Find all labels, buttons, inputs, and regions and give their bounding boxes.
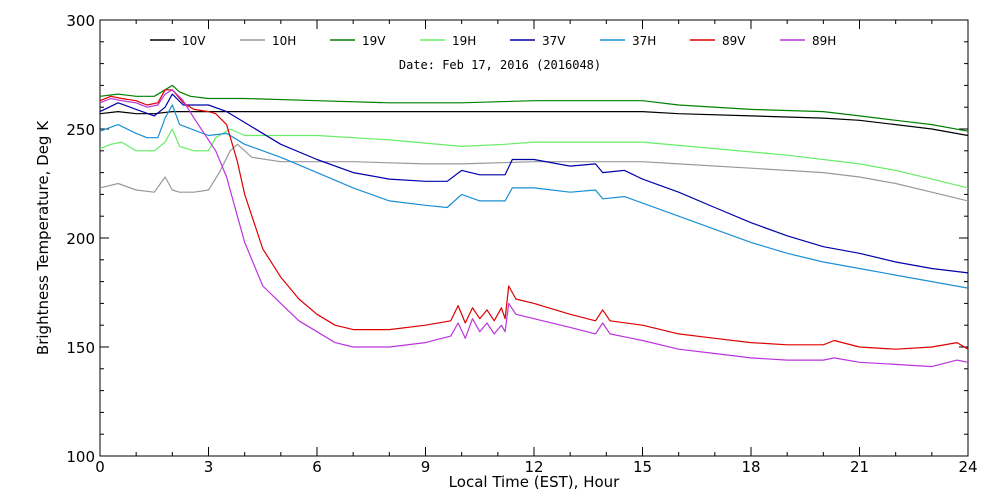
y-tick-label: 100 bbox=[66, 448, 95, 466]
legend-label: 89V bbox=[722, 34, 746, 48]
x-tick-label: 9 bbox=[421, 458, 431, 476]
series-line-10h bbox=[99, 143, 969, 202]
x-tick-label: 6 bbox=[312, 458, 322, 476]
series-lines bbox=[99, 84, 969, 368]
x-tick-label: 15 bbox=[633, 458, 652, 476]
legend-label: 19V bbox=[362, 34, 386, 48]
legend-item-19v: 19V bbox=[330, 34, 386, 48]
legend-label: 10V bbox=[182, 34, 206, 48]
x-tick-label: 0 bbox=[95, 458, 105, 476]
legend-label: 37V bbox=[542, 34, 566, 48]
x-tick-label: 24 bbox=[958, 458, 977, 476]
legend-label: 89H bbox=[812, 34, 836, 48]
series-line-19h bbox=[99, 128, 969, 189]
series-line-37h bbox=[99, 104, 969, 289]
y-tick-label: 300 bbox=[66, 12, 95, 30]
x-tick-label: 18 bbox=[741, 458, 760, 476]
series-line-10v bbox=[99, 110, 969, 137]
y-axis-title: Brightness Temperature, Deg K bbox=[34, 120, 52, 355]
y-tick-label: 250 bbox=[66, 121, 95, 139]
y-tick-label: 200 bbox=[66, 230, 95, 248]
series-line-89h bbox=[99, 89, 969, 368]
legend-item-10h: 10H bbox=[240, 34, 296, 48]
x-tick-label: 3 bbox=[204, 458, 214, 476]
date-annotation: Date: Feb 17, 2016 (2016048) bbox=[399, 58, 601, 72]
legend-label: 19H bbox=[452, 34, 476, 48]
legend-item-89h: 89H bbox=[780, 34, 836, 48]
axis-ticks: 0 3 6 9 12 15 18 21 24 100 150 200 250 300 bbox=[66, 12, 977, 476]
legend-label: 37H bbox=[632, 34, 656, 48]
x-tick-label: 21 bbox=[850, 458, 869, 476]
y-tick-label: 150 bbox=[66, 339, 95, 357]
legend-item-37v: 37V bbox=[510, 34, 566, 48]
legend-item-37h: 37H bbox=[600, 34, 656, 48]
legend-item-10v: 10V bbox=[150, 34, 206, 48]
legend: 10V 10H 19V 19H 37V 37H 89V 89H bbox=[150, 34, 836, 48]
legend-item-89v: 89V bbox=[690, 34, 746, 48]
legend-label: 10H bbox=[272, 34, 296, 48]
series-line-19v bbox=[99, 84, 969, 132]
plot-frame bbox=[99, 19, 969, 457]
x-axis-title: Local Time (EST), Hour bbox=[449, 473, 620, 491]
legend-item-19h: 19H bbox=[420, 34, 476, 48]
series-line-89v bbox=[99, 89, 969, 350]
series-line-37v bbox=[99, 93, 969, 274]
x-tick-label: 12 bbox=[524, 458, 543, 476]
